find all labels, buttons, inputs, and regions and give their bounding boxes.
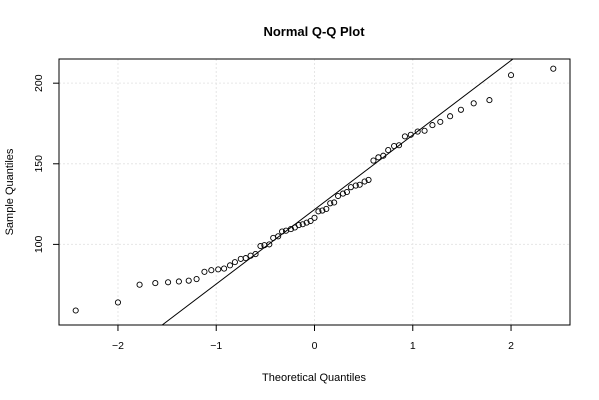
- qq-reference-line: [161, 59, 514, 325]
- data-point: [303, 219, 310, 226]
- data-point: [136, 281, 143, 288]
- data-point: [327, 200, 334, 207]
- x-tick-label: 2: [508, 340, 514, 352]
- data-point: [352, 182, 359, 189]
- data-point: [72, 307, 79, 314]
- data-point: [315, 208, 322, 215]
- chart-title: Normal Q-Q Plot: [263, 24, 365, 39]
- data-point: [114, 299, 122, 306]
- data-point: [226, 262, 234, 269]
- data-point: [343, 188, 350, 196]
- data-point: [323, 205, 330, 212]
- y-tick-label: 100: [33, 235, 45, 253]
- data-point: [252, 251, 259, 258]
- data-point: [287, 226, 294, 233]
- data-point: [437, 118, 444, 125]
- data-point: [550, 65, 557, 72]
- data-point: [307, 217, 314, 225]
- data-point: [457, 106, 464, 113]
- data-point: [319, 207, 326, 214]
- data-point: [193, 276, 200, 283]
- x-tick-label: −2: [112, 340, 124, 352]
- data-point: [152, 280, 159, 287]
- data-point: [299, 221, 306, 228]
- data-points: [72, 65, 557, 314]
- x-tick-label: 1: [410, 340, 416, 352]
- data-point: [257, 242, 264, 250]
- x-axis: −2 −1 0 1 2: [112, 325, 514, 352]
- data-point: [385, 147, 392, 154]
- data-point: [242, 255, 249, 262]
- data-point: [421, 127, 428, 134]
- data-point: [401, 133, 408, 140]
- y-tick-label: 150: [33, 155, 45, 173]
- data-point: [275, 233, 282, 240]
- data-point: [266, 241, 273, 248]
- data-point: [380, 152, 387, 159]
- data-point: [208, 267, 215, 274]
- data-point: [165, 279, 172, 286]
- data-point: [231, 259, 238, 266]
- plot-area: [72, 59, 557, 325]
- y-axis: 100 150 200: [33, 74, 59, 253]
- data-point: [215, 266, 222, 273]
- data-point: [395, 142, 403, 149]
- data-point: [331, 199, 338, 206]
- grid: [59, 59, 570, 325]
- data-point: [295, 221, 302, 229]
- data-point: [361, 178, 368, 185]
- data-point: [221, 265, 228, 272]
- data-point: [414, 128, 421, 135]
- data-point: [356, 181, 363, 188]
- data-point: [201, 268, 208, 275]
- data-point: [470, 100, 477, 107]
- y-tick-label: 200: [33, 74, 45, 92]
- data-point: [370, 157, 377, 164]
- data-point: [407, 131, 414, 138]
- data-point: [429, 122, 436, 129]
- data-point: [507, 72, 515, 79]
- data-point: [447, 113, 454, 120]
- data-point: [185, 277, 192, 284]
- data-point: [279, 228, 286, 235]
- x-axis-label: Theoretical Quantiles: [262, 372, 366, 384]
- data-point: [311, 214, 318, 221]
- x-tick-label: −1: [210, 340, 222, 352]
- data-point: [175, 278, 182, 285]
- data-point: [486, 97, 493, 104]
- x-tick-label: 0: [312, 340, 318, 352]
- y-axis-label: Sample Quantiles: [4, 148, 16, 235]
- data-point: [365, 176, 372, 183]
- data-point: [335, 192, 342, 200]
- data-point: [339, 190, 347, 197]
